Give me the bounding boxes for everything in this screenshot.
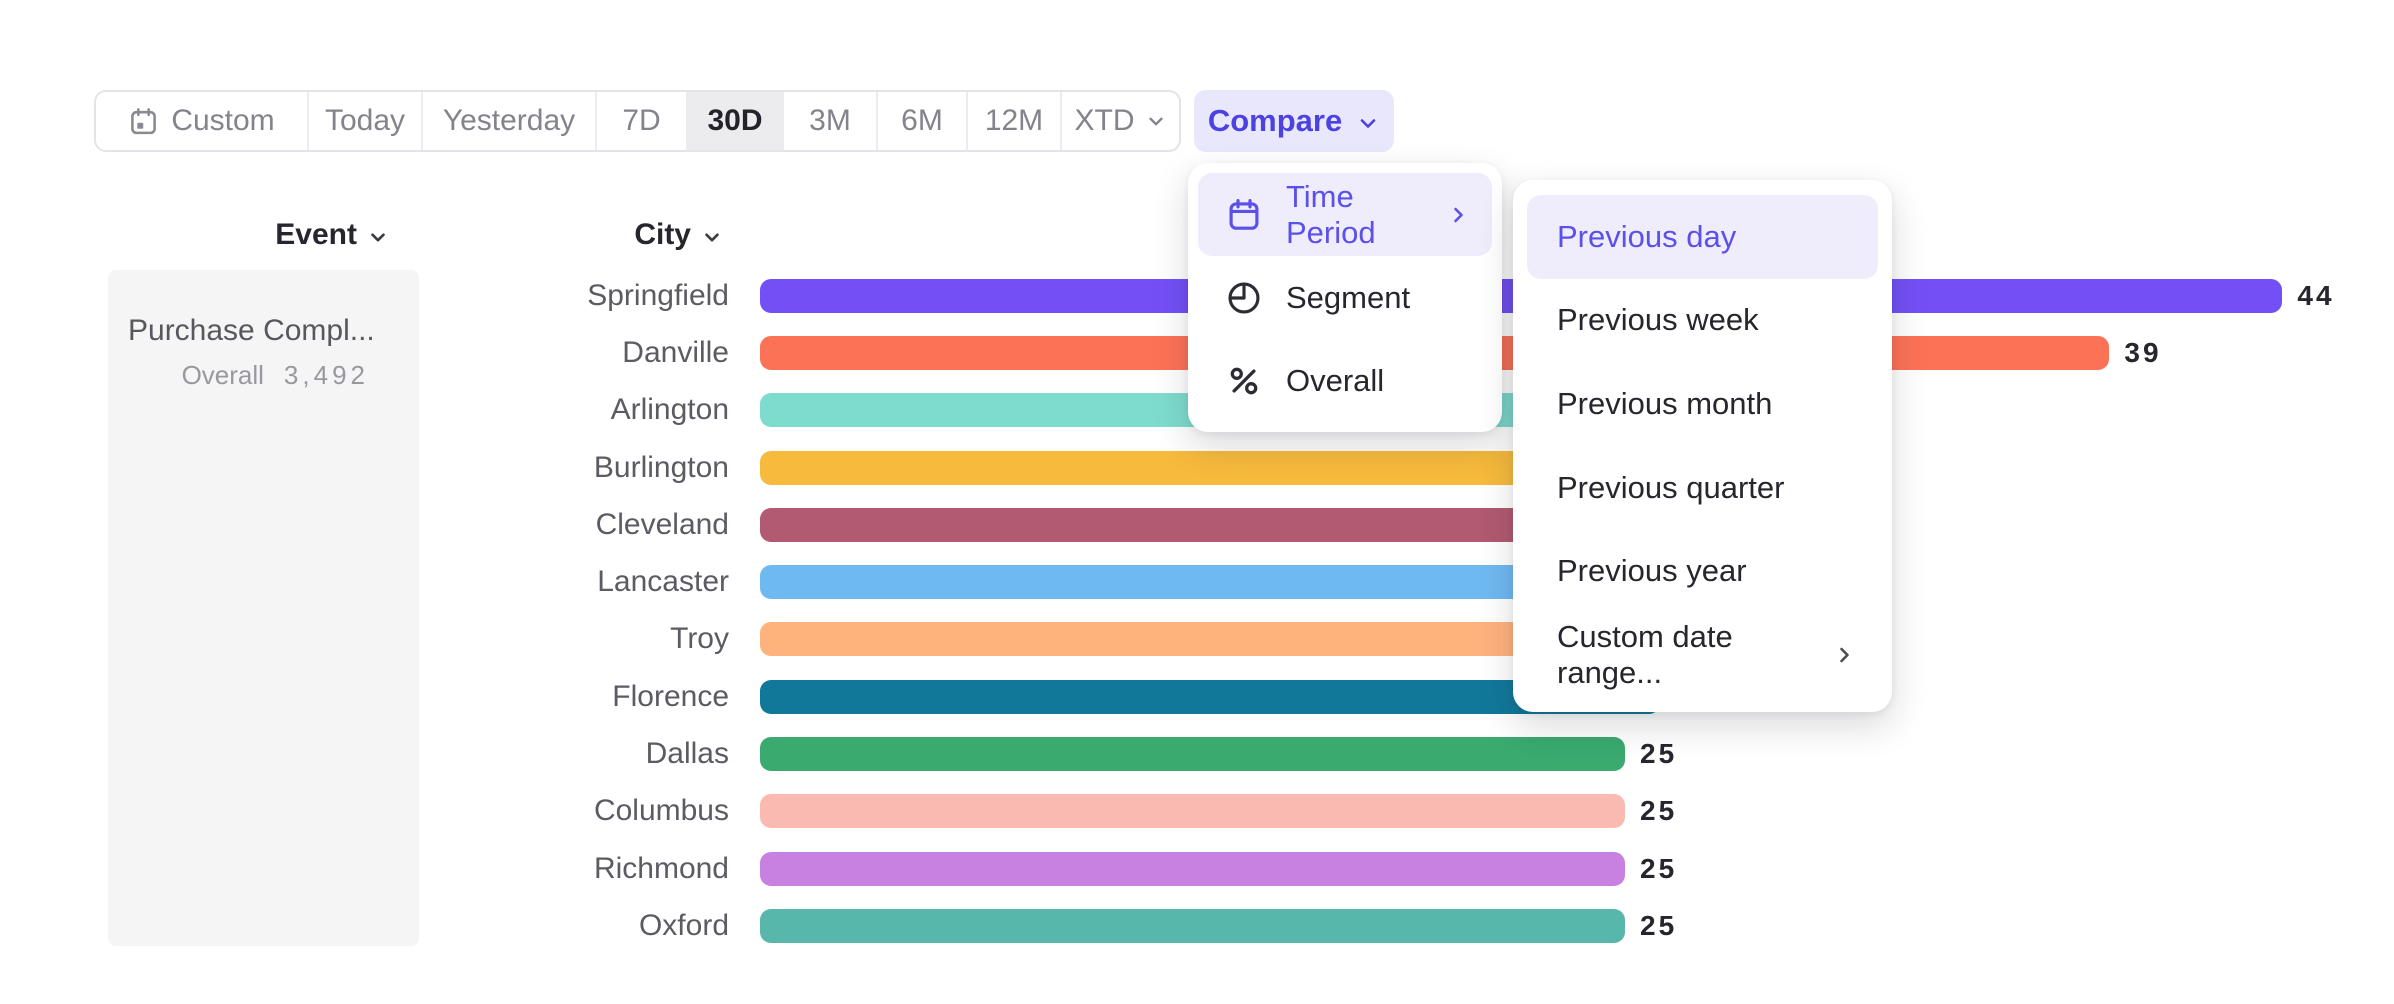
range-button-label: Today [324, 104, 406, 137]
segment-icon [1226, 280, 1262, 316]
bar-value-label: 25 [1640, 852, 1678, 884]
bar-category-label: Burlington [593, 450, 729, 484]
range-button-label: 6M [901, 104, 943, 137]
range-button-label: Custom [171, 104, 275, 137]
bar-category-label: Florence [612, 679, 729, 713]
bar-dallas[interactable] [760, 737, 1625, 772]
menu-item-label: Previous day [1557, 218, 1737, 254]
bar-row-troy: Troy [509, 611, 2394, 668]
menu-item-label: Previous month [1557, 385, 1773, 421]
city-column-header[interactable]: City [509, 218, 729, 252]
event-name: Purchase Compl... [128, 314, 375, 347]
calendar-icon [128, 106, 159, 137]
range-button-label: 12M [984, 104, 1044, 137]
bar-row-richmond: Richmond 25 [509, 840, 2394, 897]
bar-category-label: Springfield [587, 278, 729, 312]
date-range-toolbar: Custom Today Yesterday 7D 30D 3M 6M 12M XTD [94, 90, 1181, 152]
range-button-yesterday[interactable]: Yesterday [423, 92, 597, 150]
bar-category-label: Cleveland [595, 507, 729, 541]
range-button-3m[interactable]: 3M [784, 92, 878, 150]
bar-row-lancaster: Lancaster [509, 553, 2394, 610]
bar-category-label: Columbus [593, 794, 729, 828]
menu-item-overall[interactable]: Overall [1198, 339, 1492, 422]
bar-richmond[interactable] [760, 851, 1625, 886]
bar-value-label: 25 [1640, 738, 1678, 770]
bar-category-label: Lancaster [597, 565, 729, 599]
bar-category-label: Arlington [610, 393, 729, 427]
bar-category-label: Oxford [638, 908, 729, 942]
bar-category-label: Richmond [593, 851, 729, 885]
event-overall-label: Overall [181, 360, 264, 390]
bar-row-burlington: Burlington [509, 439, 2394, 496]
bar-value-label: 25 [1640, 909, 1678, 941]
time-period-submenu: Previous day Previous week Previous month P… [1513, 180, 1892, 712]
menu-item-segment[interactable]: Segment [1198, 256, 1492, 339]
range-button-6m[interactable]: 6M [878, 92, 968, 150]
menu-item-label: Overall [1286, 362, 1385, 398]
range-button-label: 30D [707, 104, 763, 137]
bar-row-oxford: Oxford 25 [509, 897, 2394, 954]
bar-row-dallas: Dallas 25 [509, 725, 2394, 782]
menu-item-previous-quarter[interactable]: Previous quarter [1527, 446, 1878, 530]
chevron-down-icon [1356, 111, 1380, 135]
menu-item-custom-date-range[interactable]: Custom date range... [1527, 613, 1878, 697]
chevron-right-icon [1832, 643, 1856, 667]
bar-row-columbus: Columbus 25 [509, 783, 2394, 840]
range-button-7d[interactable]: 7D [597, 92, 688, 150]
menu-item-label: Custom date range... [1557, 618, 1733, 690]
bar-row-florence: Florence [509, 668, 2394, 725]
range-button-label: XTD [1074, 104, 1135, 137]
city-column-header-label: City [634, 218, 691, 251]
menu-item-previous-day[interactable]: Previous day [1527, 195, 1878, 279]
range-button-30d[interactable]: 30D [688, 92, 784, 150]
range-button-12m[interactable]: 12M [968, 92, 1062, 150]
menu-item-label: Previous year [1557, 553, 1747, 589]
menu-item-label: Segment [1286, 279, 1411, 315]
bar-category-label: Dallas [645, 737, 729, 771]
menu-item-label: Previous quarter [1557, 469, 1785, 505]
chevron-right-icon [1446, 203, 1470, 227]
event-overall-row: Overall 3,492 [128, 360, 369, 391]
menu-item-previous-year[interactable]: Previous year [1527, 529, 1878, 613]
range-button-xtd[interactable]: XTD [1062, 92, 1179, 150]
range-button-label: 3M [809, 104, 851, 137]
menu-item-label: Previous week [1557, 302, 1759, 338]
event-column-header[interactable]: Event [108, 218, 419, 252]
range-button-label: 7D [622, 104, 661, 137]
event-overall-value: 3,492 [283, 360, 369, 390]
bar-florence[interactable] [760, 679, 1660, 714]
calendar-icon [1226, 197, 1262, 233]
event-column-header-label: Event [275, 218, 357, 251]
menu-item-previous-week[interactable]: Previous week [1527, 279, 1878, 363]
bar-category-label: Danville [622, 335, 729, 369]
bar-category-label: Troy [670, 622, 729, 656]
range-button-custom[interactable]: Custom [96, 92, 309, 150]
range-button-today[interactable]: Today [309, 92, 423, 150]
range-button-label: Yesterday [442, 104, 576, 137]
bar-value-label: 44 [2297, 279, 2335, 311]
chevron-down-icon [367, 226, 389, 248]
bar-value-label: 39 [2124, 336, 2162, 368]
bar-row-cleveland: Cleveland [509, 496, 2394, 553]
bar-value-label: 25 [1640, 795, 1678, 827]
chevron-down-icon [1145, 110, 1167, 132]
event-card[interactable]: Purchase Compl... Overall 3,492 [108, 270, 419, 946]
compare-dropdown-menu: Time Period Segment Overall [1188, 163, 1502, 432]
chevron-down-icon [701, 226, 723, 248]
bar-columbus[interactable] [760, 794, 1625, 829]
bar-oxford[interactable] [760, 908, 1625, 943]
menu-item-label: Time Period [1286, 178, 1376, 250]
compare-button[interactable]: Compare [1194, 90, 1394, 152]
percent-icon [1226, 363, 1262, 399]
menu-item-time-period[interactable]: Time Period [1198, 173, 1492, 256]
compare-button-label: Compare [1207, 103, 1343, 138]
menu-item-previous-month[interactable]: Previous month [1527, 362, 1878, 446]
